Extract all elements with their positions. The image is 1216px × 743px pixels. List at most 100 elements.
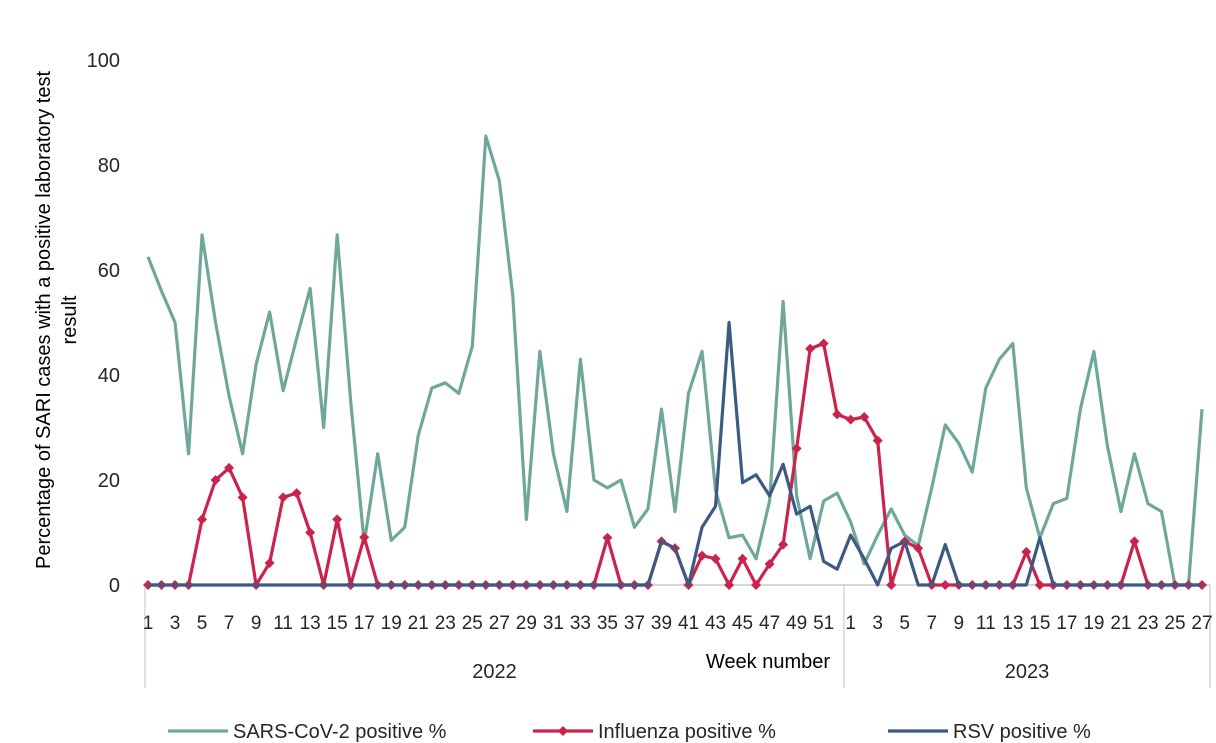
x-tick-label: 9 (251, 613, 262, 634)
data-point-marker (332, 514, 343, 525)
data-point-marker (832, 409, 843, 420)
data-point-marker (872, 435, 883, 446)
legend-item: SARS-CoV-2 positive % (168, 721, 447, 743)
x-tick-label: 45 (732, 613, 753, 634)
y-tick-label: 100 (87, 50, 120, 72)
data-point-marker (737, 553, 748, 564)
x-tick-label: 1 (143, 613, 154, 634)
data-point-marker (818, 338, 829, 349)
data-point-marker (291, 488, 302, 499)
year-group-label: 2022 (472, 661, 517, 683)
data-point-marker (710, 553, 721, 564)
x-tick-label: 19 (1083, 613, 1104, 634)
x-tick-label: 13 (300, 613, 321, 634)
x-tick-label: 25 (462, 613, 483, 634)
legend-label: SARS-CoV-2 positive % (233, 721, 447, 743)
x-tick-label: 17 (1056, 613, 1077, 634)
x-tick-label: 3 (872, 613, 883, 634)
data-point-marker (1129, 536, 1140, 547)
y-tick-label: 60 (98, 260, 120, 282)
x-tick-label: 43 (705, 613, 726, 634)
data-point-marker (210, 475, 221, 485)
data-point-marker (305, 527, 316, 538)
legend-item: RSV positive % (888, 721, 1091, 743)
x-tick-label: 11 (273, 613, 293, 634)
data-point-marker (845, 414, 856, 425)
x-tick-label: 5 (197, 613, 208, 634)
x-tick-label: 29 (516, 613, 537, 634)
data-point-marker (197, 514, 208, 525)
x-tick-label: 21 (1110, 613, 1131, 634)
legend-label: Influenza positive % (598, 721, 776, 743)
x-tick-label: 5 (899, 613, 910, 634)
x-tick-label: 17 (354, 613, 375, 634)
x-tick-label: 41 (678, 613, 699, 634)
data-point-marker (805, 343, 816, 354)
data-point-marker (359, 532, 370, 543)
y-axis-title-line-2: result (59, 295, 81, 344)
x-tick-label: 23 (435, 613, 456, 634)
x-tick-label: 3 (170, 613, 181, 634)
x-tick-label: 51 (813, 613, 834, 634)
x-tick-label: 27 (489, 613, 510, 634)
x-tick-label: 15 (327, 613, 348, 634)
data-point-marker (791, 443, 802, 454)
data-point-marker (602, 532, 613, 543)
x-tick-label: 47 (759, 613, 780, 634)
data-point-marker (1021, 546, 1032, 557)
data-point-marker (764, 559, 775, 569)
x-tick-label: 7 (926, 613, 937, 634)
x-axis-tick-labels: 1 3 5 7 9 11 13 15 17 19 21 23 25 27 29 31 33 35 37 39 41 43 4… (143, 613, 1213, 634)
legend-label: RSV positive % (953, 721, 1091, 743)
x-tick-label: 9 (953, 613, 964, 634)
y-tick-label: 0 (109, 575, 120, 597)
x-tick-label: 15 (1029, 613, 1050, 634)
x-tick-label: 35 (597, 613, 618, 634)
data-point-marker (940, 580, 951, 590)
y-axis-ticks: 0 20 40 60 80 100 (87, 50, 120, 597)
x-tick-label: 33 (570, 613, 591, 634)
x-tick-label: 19 (381, 613, 402, 634)
data-point-marker (224, 462, 235, 473)
data-point-marker (859, 412, 870, 422)
x-tick-label: 31 (543, 613, 564, 634)
year-group-labels: 2022 2023 (472, 661, 1049, 683)
data-point-marker (886, 580, 897, 590)
year-group-label: 2023 (1005, 661, 1050, 683)
series-line (146, 134, 1204, 587)
data-point-marker (697, 550, 708, 561)
data-point-marker (724, 580, 735, 590)
x-tick-label: 11 (976, 613, 996, 634)
series-line (148, 320, 1202, 587)
y-tick-label: 80 (98, 155, 120, 177)
y-axis-title-line-1: Percentage of SARI cases with a positive… (33, 71, 55, 569)
series-layer (143, 134, 1207, 590)
data-point-marker (751, 580, 762, 590)
data-point-marker (278, 492, 289, 503)
x-tick-label: 27 (1191, 613, 1212, 634)
x-tick-label: 1 (845, 613, 856, 634)
legend-item: Influenza positive % (533, 721, 776, 743)
x-tick-label: 23 (1137, 613, 1158, 634)
y-tick-label: 20 (98, 470, 120, 492)
x-tick-label: 39 (651, 613, 672, 634)
x-axis (144, 584, 1211, 688)
legend-marker (558, 726, 568, 736)
x-tick-label: 7 (224, 613, 235, 634)
x-tick-label: 37 (624, 613, 645, 634)
x-axis-title: Week number (706, 651, 830, 673)
x-tick-label: 13 (1002, 613, 1023, 634)
data-point-marker (778, 539, 789, 550)
x-tick-label: 49 (786, 613, 807, 634)
y-tick-label: 40 (98, 365, 120, 387)
series-2 (148, 320, 1202, 587)
x-tick-label: 25 (1164, 613, 1185, 634)
data-point-marker (1034, 580, 1045, 590)
data-point-marker (264, 557, 275, 568)
x-tick-label: 21 (408, 613, 429, 634)
legend: SARS-CoV-2 positive % Influenza positive … (168, 721, 1091, 743)
data-point-marker (913, 543, 924, 554)
data-point-marker (237, 492, 248, 503)
series-0 (146, 134, 1204, 587)
